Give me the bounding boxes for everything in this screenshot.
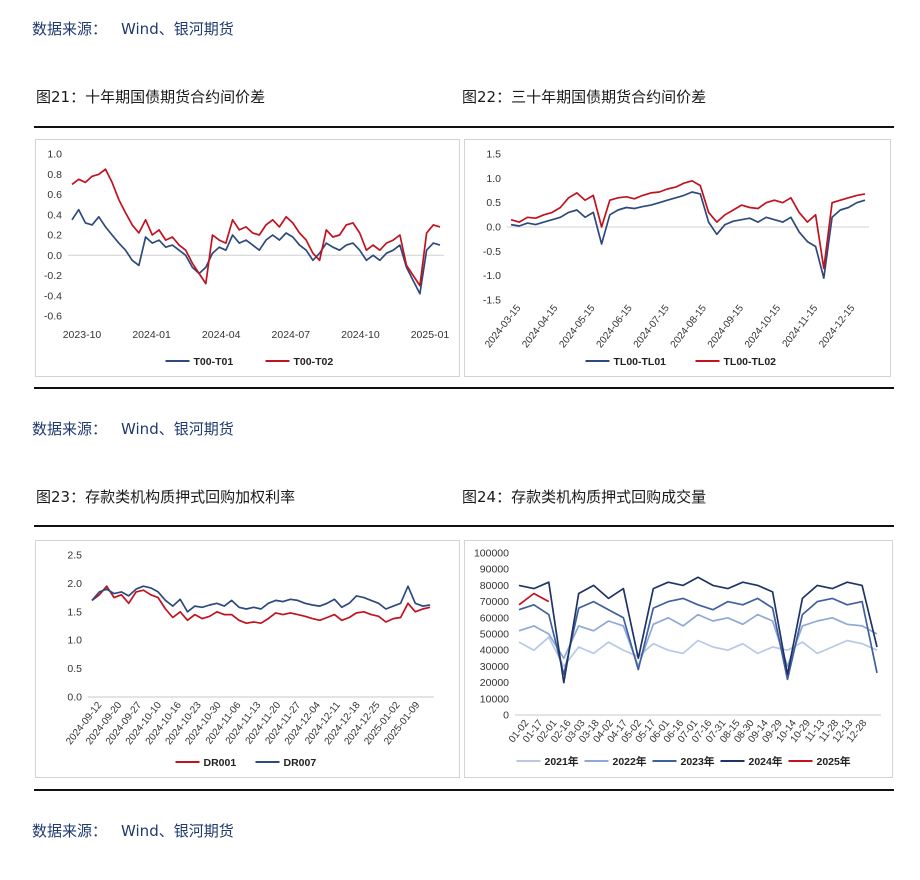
x-tick-label: 2024-01 <box>132 329 171 341</box>
y-tick-label: 10000 <box>480 693 509 705</box>
figure-22-title: 图22：三十年期国债期货合约间价差 <box>462 88 707 106</box>
y-tick-label: 100000 <box>474 548 509 560</box>
x-tick-label: 2024-11-15 <box>781 303 821 350</box>
legend-label: TL00-TL02 <box>724 356 777 368</box>
y-tick-label: 1.5 <box>486 149 501 161</box>
series-line-1 <box>510 179 866 270</box>
x-tick-label: 2024-04-15 <box>520 303 560 350</box>
y-tick-label: 0 <box>503 710 509 722</box>
chart-panel-fig24: 100000 90000 80000 70000 60000 50000 40000 3000… <box>464 540 893 778</box>
x-tick-label: 2024-05-15 <box>557 303 597 350</box>
x-tick-label: 2024-09-15 <box>706 303 746 350</box>
chart-fig24: 1000009000080000700006000050000400003000… <box>474 548 881 768</box>
y-tick-label: -0.6 <box>44 311 62 323</box>
y-tick-label: 0.6 <box>47 189 62 201</box>
y-tick-label: 0.8 <box>47 169 62 181</box>
source-value: Wind、银河期货 <box>121 822 234 840</box>
y-tick-label: -0.5 <box>483 246 501 258</box>
chart-panel-fig22: 1.5 1.0 0.5 0.0 -0.5 -1.0 -1.5 2024-03-15 2024-0… <box>464 139 891 377</box>
y-tick-label: 0.0 <box>47 250 62 262</box>
y-tick-label: 40000 <box>480 645 509 657</box>
y-tick-label: 50000 <box>480 629 509 641</box>
x-tick-label: 2024-07-15 <box>632 303 672 350</box>
x-tick-label: 2024-07 <box>272 329 311 341</box>
series-line-3 <box>518 576 878 684</box>
y-tick-label: 70000 <box>480 596 509 608</box>
x-tick-label: 2024-10-15 <box>743 303 783 350</box>
figure-21-title: 图21：十年期国债期货合约间价差 <box>36 88 266 106</box>
x-tick-label: 2024-06-15 <box>595 303 635 350</box>
source-value: Wind、银河期货 <box>121 20 234 38</box>
y-tick-label: -1.5 <box>483 295 501 307</box>
y-tick-label: 2.5 <box>67 550 82 562</box>
x-tick-label: 2025-01 <box>411 329 450 341</box>
chart-fig23: 2.52.01.51.00.50.02024-09-122024-09-2020… <box>64 550 434 769</box>
y-tick-label: 90000 <box>480 564 509 576</box>
y-tick-label: 60000 <box>480 612 509 624</box>
source-label: 数据来源： <box>32 420 108 438</box>
y-tick-label: -0.4 <box>44 290 62 302</box>
legend-label: 2021年 <box>545 755 579 768</box>
legend-label: DR007 <box>284 757 317 769</box>
source-note-bottom: 数据来源： Wind、银河期货 <box>32 820 234 841</box>
y-tick-label: 80000 <box>480 580 509 592</box>
y-tick-label: 20000 <box>480 677 509 689</box>
source-value: Wind、银河期货 <box>121 420 234 438</box>
divider-row2-bottom <box>34 789 894 791</box>
y-tick-label: 1.5 <box>67 606 82 618</box>
y-tick-label: 1.0 <box>47 149 62 161</box>
series-line-1 <box>518 613 878 668</box>
y-tick-label: 2.0 <box>67 578 82 590</box>
y-tick-label: -1.0 <box>483 270 501 282</box>
y-tick-label: 30000 <box>480 661 509 673</box>
chart-panel-fig23: 2.5 2.0 1.5 1.0 0.5 0.0 2024-09-12 2024-09-20 20… <box>35 540 460 778</box>
chart-panel-fig21: 1.0 0.8 0.6 0.4 0.2 0.0 -0.2 -0.4 -0.6 2023-10 202… <box>35 139 460 377</box>
legend-label: 2022年 <box>613 755 647 768</box>
x-tick-label: 2024-10 <box>341 329 380 341</box>
series-line-0 <box>71 208 441 295</box>
series-line-0 <box>518 636 878 668</box>
legend-label: 2025年 <box>817 755 851 768</box>
series-line-2 <box>518 597 878 681</box>
legend-label: T00-T01 <box>194 356 234 368</box>
source-label: 数据来源： <box>32 822 108 840</box>
y-tick-label: 0.0 <box>67 692 82 704</box>
divider-row1-top <box>34 126 894 128</box>
y-tick-label: 0.5 <box>486 197 501 209</box>
x-tick-label: 2023-10 <box>63 329 102 341</box>
figure-23-title: 图23：存款类机构质押式回购加权利率 <box>36 488 296 506</box>
series-line-0 <box>91 585 431 625</box>
x-tick-label: 2024-04 <box>202 329 241 341</box>
x-tick-label: 2024-08-15 <box>669 303 709 350</box>
source-note-mid: 数据来源： Wind、银河期货 <box>32 418 234 439</box>
series-line-1 <box>91 585 431 613</box>
figure-24-title: 图24：存款类机构质押式回购成交量 <box>462 488 707 506</box>
x-tick-label: 2024-03-15 <box>483 303 523 350</box>
y-tick-label: 0.4 <box>47 209 62 221</box>
chart-fig22: 1.51.00.50.0-0.5-1.0-1.52024-03-152024-0… <box>483 149 869 368</box>
y-tick-label: 0.2 <box>47 230 62 242</box>
x-tick-label: 2024-12-15 <box>817 303 857 350</box>
source-label: 数据来源： <box>32 20 108 38</box>
series-line-0 <box>510 191 866 279</box>
source-note-top: 数据来源： Wind、银河期货 <box>32 18 234 39</box>
legend-label: DR001 <box>204 757 237 769</box>
y-tick-label: 1.0 <box>486 173 501 185</box>
legend-label: T00-T02 <box>294 356 334 368</box>
y-tick-label: -0.2 <box>44 270 62 282</box>
legend-label: 2023年 <box>681 755 715 768</box>
series-line-1 <box>71 168 441 287</box>
y-tick-label: 0.5 <box>67 663 82 675</box>
y-tick-label: 1.0 <box>67 635 82 647</box>
series-line-4 <box>518 592 550 606</box>
divider-row1-bottom <box>34 387 894 389</box>
y-tick-label: 0.0 <box>486 222 501 234</box>
legend-label: 2024年 <box>749 755 783 768</box>
divider-row2-top <box>34 525 894 527</box>
legend-label: TL00-TL01 <box>614 356 667 368</box>
